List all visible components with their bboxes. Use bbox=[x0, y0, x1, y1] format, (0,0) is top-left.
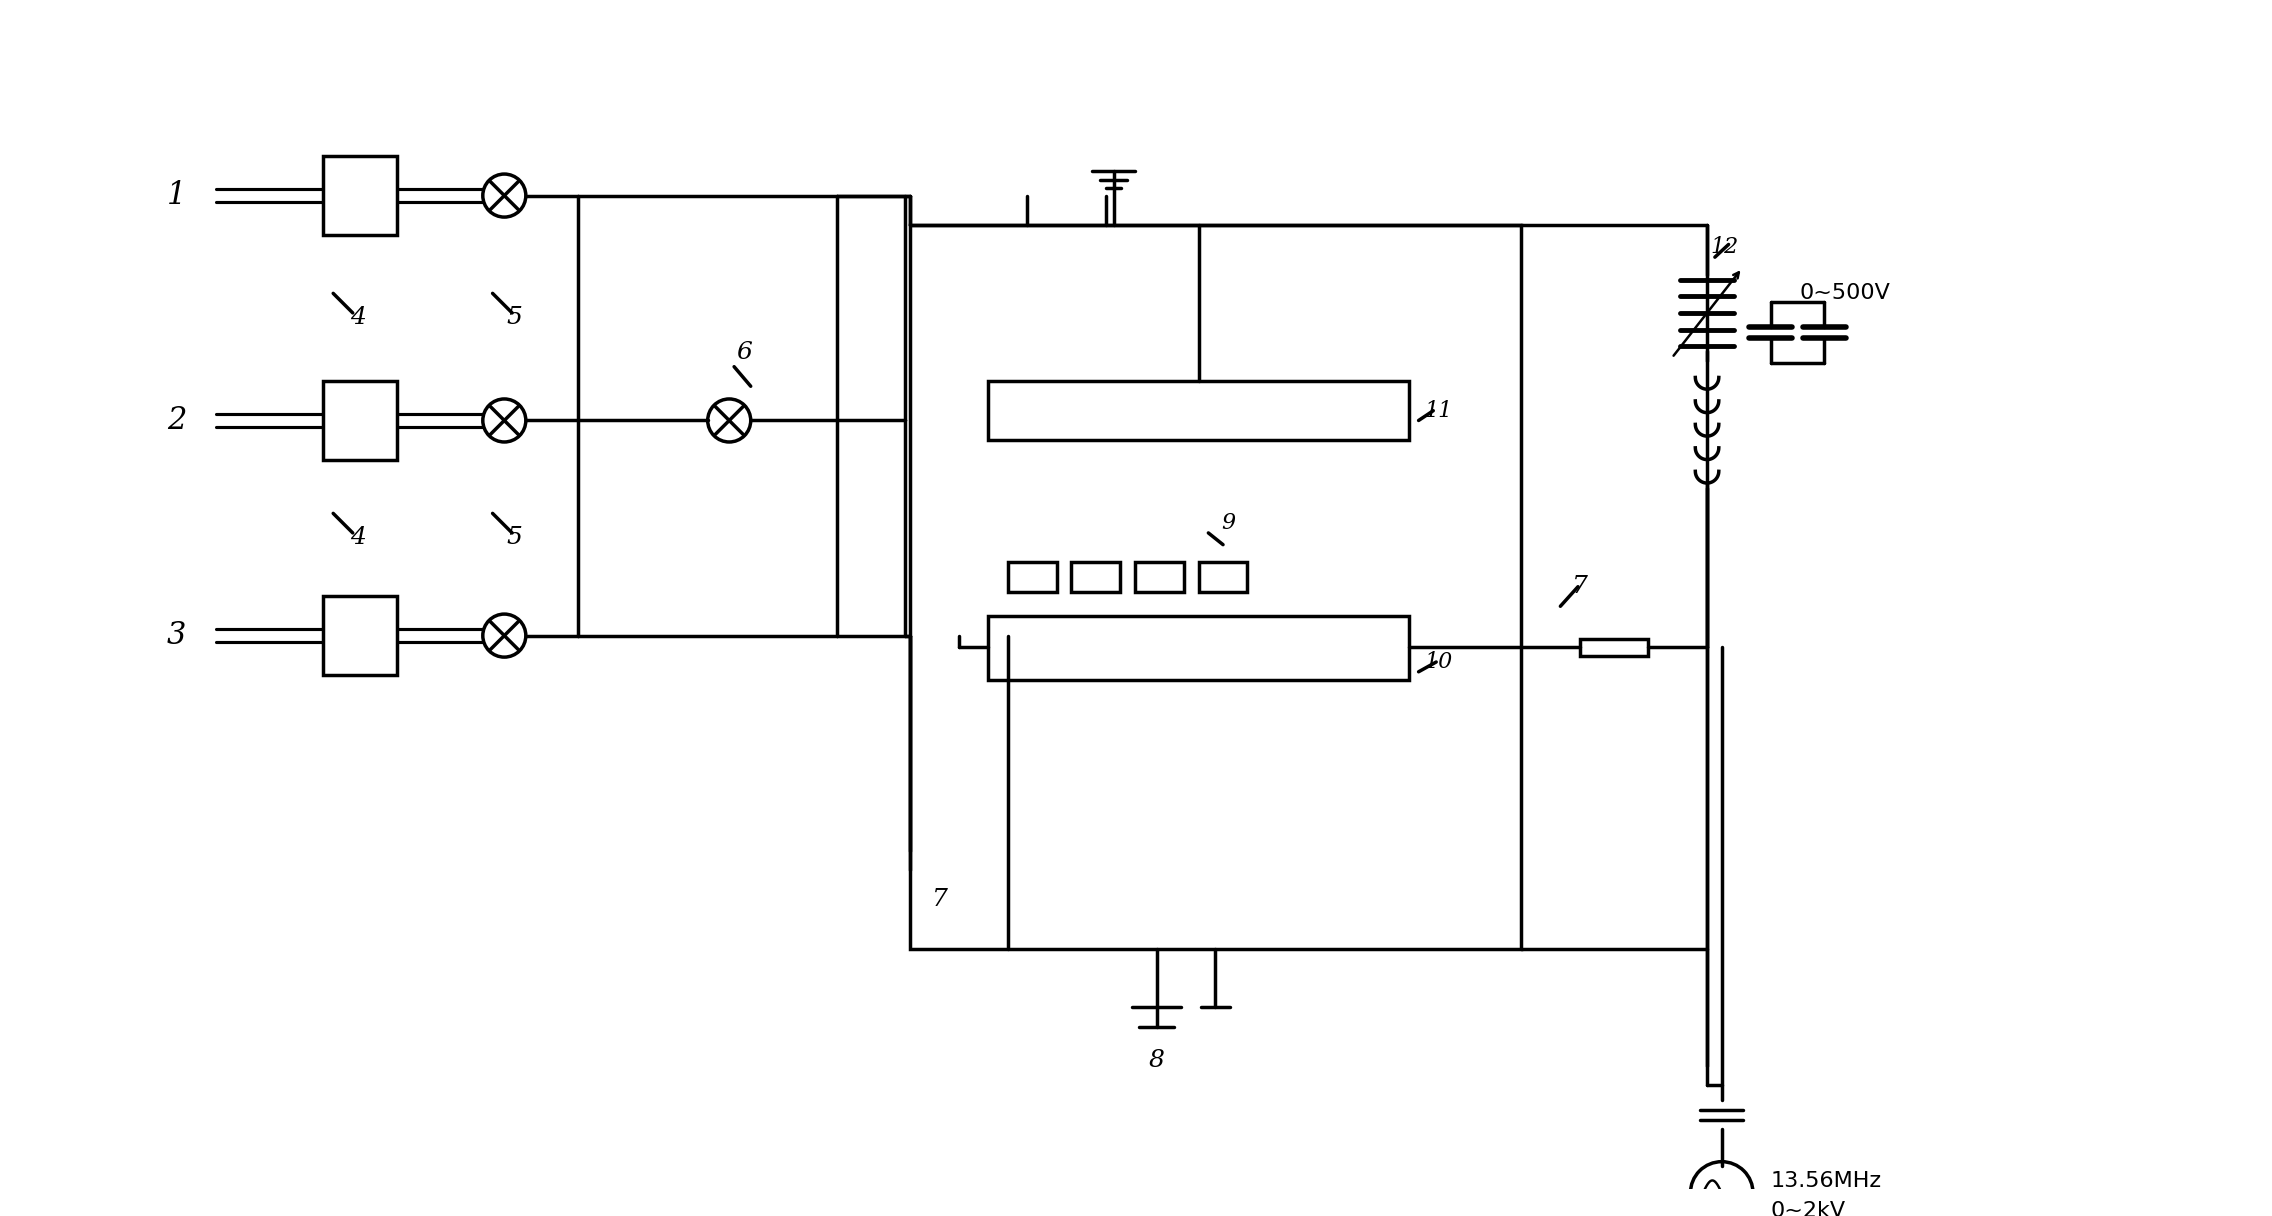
Text: 6: 6 bbox=[736, 340, 752, 364]
Text: 3: 3 bbox=[168, 620, 186, 651]
Bar bbox=[1200, 562, 1247, 592]
Text: 9: 9 bbox=[1220, 512, 1236, 534]
Text: 7: 7 bbox=[1572, 575, 1588, 598]
Text: 10: 10 bbox=[1425, 651, 1452, 672]
Text: 0~2kV: 0~2kV bbox=[1770, 1200, 1845, 1216]
Bar bbox=[1136, 562, 1184, 592]
Text: 4: 4 bbox=[350, 306, 366, 330]
Bar bbox=[911, 225, 1522, 948]
Bar bbox=[323, 157, 398, 235]
Text: 4: 4 bbox=[350, 527, 366, 550]
Bar bbox=[1579, 638, 1649, 657]
Bar bbox=[1072, 562, 1120, 592]
Bar bbox=[323, 597, 398, 675]
Text: 1: 1 bbox=[168, 180, 186, 212]
Text: 5: 5 bbox=[507, 527, 523, 550]
Text: 2: 2 bbox=[168, 405, 186, 437]
Bar bbox=[988, 617, 1409, 680]
Bar bbox=[323, 382, 398, 460]
Text: 13.56MHz: 13.56MHz bbox=[1770, 1171, 1881, 1192]
Text: 12: 12 bbox=[1711, 236, 1738, 258]
Text: 8: 8 bbox=[1150, 1049, 1166, 1073]
Bar bbox=[988, 382, 1409, 440]
Text: 11: 11 bbox=[1425, 400, 1452, 422]
Text: 5: 5 bbox=[507, 306, 523, 330]
Text: 7: 7 bbox=[932, 888, 947, 911]
Bar bbox=[1009, 562, 1056, 592]
Text: 0~500V: 0~500V bbox=[1799, 283, 1890, 303]
